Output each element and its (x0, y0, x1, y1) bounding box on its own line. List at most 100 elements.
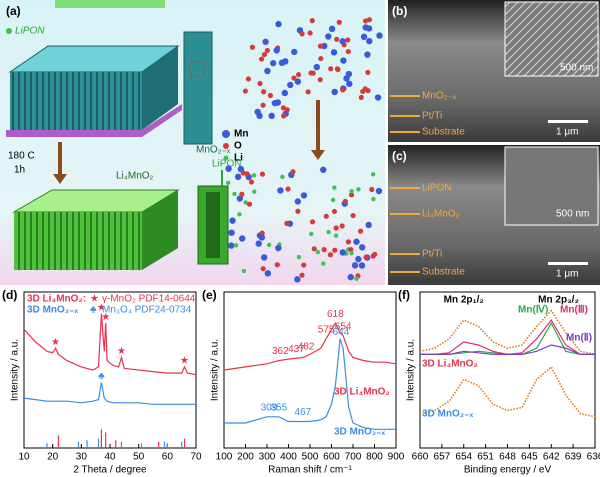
atom (363, 254, 369, 260)
x-tick-label: 40 (104, 452, 116, 463)
panel-a: (a) LiPON MnO₂₋ₓ 180 C 1h Li₄MnO₂ LiPON … (0, 0, 385, 285)
atom (317, 43, 324, 49)
series-label: Mn(Ⅱ) (566, 333, 592, 344)
panel-label: (d) (2, 288, 17, 302)
panel-label: (c) (392, 149, 407, 163)
atom (252, 189, 257, 194)
atom (245, 76, 252, 82)
atom (290, 169, 296, 175)
zoom-box (189, 61, 205, 77)
x-tick-label: 642 (543, 452, 560, 463)
x-tick-label: 50 (133, 452, 145, 463)
x-tick-label: 30 (76, 452, 88, 463)
atom (375, 187, 383, 195)
atom (299, 31, 305, 37)
atom (242, 88, 249, 94)
atom (296, 254, 302, 260)
atom (309, 18, 315, 24)
atom (372, 251, 378, 257)
atom (295, 208, 301, 214)
atom (241, 268, 247, 274)
atom (331, 88, 338, 96)
atom (261, 254, 268, 261)
atom (301, 262, 307, 268)
atom (244, 171, 250, 177)
zoom-pillar (183, 31, 213, 145)
atom (336, 19, 342, 25)
block-front (10, 72, 142, 130)
panel-label: (a) (6, 4, 21, 18)
scale-label: 1 μm (556, 127, 578, 138)
legend-label: γ-MnO₂ PDF14-0644 (102, 294, 196, 305)
layer-label: Pt/Ti (422, 249, 442, 260)
atom (333, 225, 339, 231)
atom (376, 32, 383, 39)
atom (260, 102, 266, 108)
atom (264, 67, 271, 75)
series-line (420, 344, 595, 355)
atom (348, 192, 355, 198)
atom (342, 198, 348, 204)
block-side (142, 190, 178, 270)
atom (339, 249, 347, 256)
legend-dot (222, 130, 230, 138)
time-label: 1h (14, 165, 25, 176)
atom (282, 58, 289, 65)
atom (364, 51, 371, 58)
block-side (142, 46, 178, 130)
atom (237, 212, 242, 217)
layer-label: LiPON (422, 183, 451, 194)
atom (366, 17, 373, 23)
atom (259, 230, 265, 236)
atom (261, 51, 268, 58)
atom (273, 47, 280, 54)
atom (291, 48, 298, 56)
x-tick-label: 20 (47, 452, 59, 463)
atom (333, 233, 339, 238)
x-tick-label: 645 (521, 452, 538, 463)
temp-label: 180 C (8, 151, 35, 162)
legend-label: Li (234, 153, 243, 164)
atom (259, 171, 266, 177)
series-line (224, 338, 396, 430)
atom (246, 201, 253, 207)
x-tick-label: 600 (323, 452, 340, 463)
peak-label: 644 (333, 327, 350, 338)
atom (347, 273, 354, 281)
y-axis-label: Intensity / a.u. (10, 339, 21, 401)
series-label: 3D MnO₂₋ₓ (422, 409, 474, 420)
panel-label: (e) (202, 288, 217, 302)
atom (332, 185, 337, 190)
atom (243, 200, 248, 205)
peak-label: 654 (335, 321, 352, 332)
atom (326, 229, 331, 235)
atom (356, 187, 361, 192)
atom (362, 18, 369, 24)
series-line (419, 365, 596, 418)
atom (281, 113, 287, 119)
atom (334, 36, 340, 42)
atom (351, 262, 359, 269)
x-tick-label: 70 (190, 452, 202, 463)
series-label: Mn(Ⅳ) (518, 305, 548, 316)
atom (307, 30, 313, 36)
x-tick-label: 648 (499, 452, 516, 463)
atom (266, 242, 272, 248)
legend-symbol: ♣ (90, 305, 97, 316)
atom (340, 87, 346, 93)
arrow-head (311, 150, 325, 160)
peak-marker: ★ (51, 337, 60, 348)
atom (268, 112, 275, 120)
peak-label: 467 (295, 407, 312, 418)
x-tick-label: 660 (412, 452, 429, 463)
layer-label: Li₄MnO₂ (422, 209, 460, 220)
layer-label: Pt/Ti (422, 111, 442, 122)
li4mno2-label: Li₄MnO₂ (116, 171, 154, 182)
atom (261, 89, 267, 95)
layer-label: MnO₂₋ₓ (422, 91, 457, 102)
atom (232, 191, 237, 197)
lipon-label: LiPON (212, 159, 241, 170)
atom (287, 81, 294, 89)
atom (275, 20, 282, 28)
